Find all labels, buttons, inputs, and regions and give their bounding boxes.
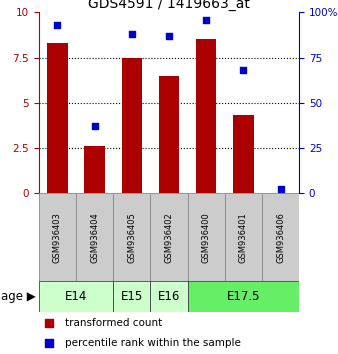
Bar — [233, 115, 254, 193]
Bar — [39, 281, 113, 312]
Point — [129, 31, 135, 37]
Bar — [122, 57, 142, 193]
Bar — [76, 193, 113, 281]
Bar — [113, 281, 150, 312]
Bar — [262, 193, 299, 281]
Text: GSM936406: GSM936406 — [276, 212, 285, 263]
Bar — [39, 193, 76, 281]
Point — [166, 33, 172, 39]
Text: transformed count: transformed count — [65, 318, 162, 329]
Bar — [196, 40, 216, 193]
Text: GSM936405: GSM936405 — [127, 212, 136, 263]
Bar — [47, 43, 68, 193]
Bar — [150, 193, 188, 281]
Bar — [113, 193, 150, 281]
Bar — [188, 193, 225, 281]
Text: GSM936402: GSM936402 — [165, 212, 173, 263]
Text: GSM936401: GSM936401 — [239, 212, 248, 263]
Text: GSM936400: GSM936400 — [202, 212, 211, 263]
Text: E16: E16 — [158, 290, 180, 303]
Bar — [150, 281, 188, 312]
Text: E14: E14 — [65, 290, 87, 303]
Text: percentile rank within the sample: percentile rank within the sample — [65, 338, 241, 348]
Title: GDS4591 / 1419663_at: GDS4591 / 1419663_at — [88, 0, 250, 11]
Bar — [84, 146, 105, 193]
Text: E17.5: E17.5 — [226, 290, 260, 303]
Point — [55, 22, 60, 28]
Point — [92, 123, 97, 129]
Point — [241, 67, 246, 73]
Text: age ▶: age ▶ — [1, 290, 35, 303]
Point — [278, 187, 283, 192]
Text: GSM936404: GSM936404 — [90, 212, 99, 263]
Bar — [188, 281, 299, 312]
Bar — [225, 193, 262, 281]
Point — [47, 321, 52, 326]
Point — [47, 341, 52, 346]
Bar — [159, 76, 179, 193]
Text: GSM936403: GSM936403 — [53, 212, 62, 263]
Point — [203, 17, 209, 22]
Text: E15: E15 — [121, 290, 143, 303]
